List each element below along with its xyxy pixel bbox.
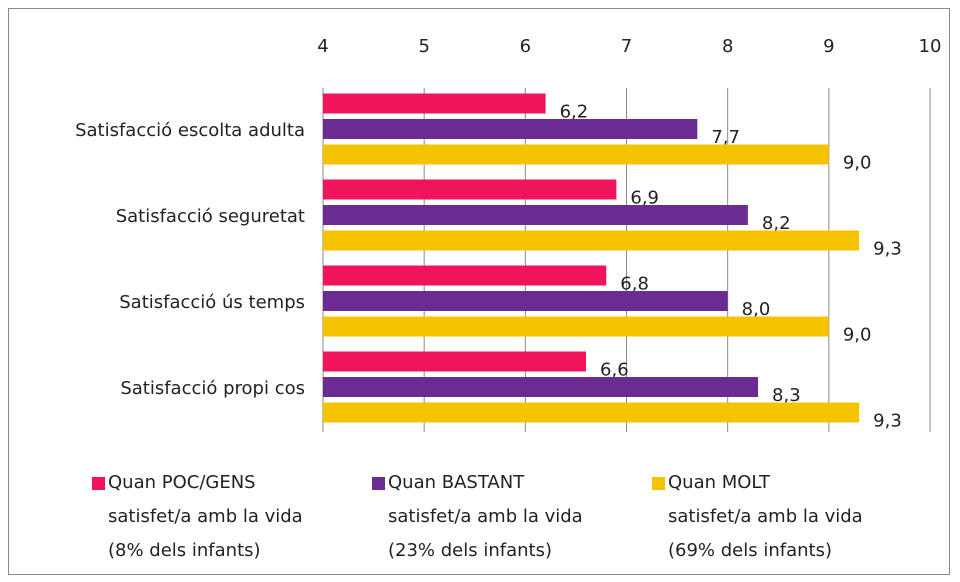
value-label: 9,0: [843, 153, 872, 174]
x-tick-label: 10: [919, 36, 942, 57]
bar: [323, 402, 860, 423]
bar: [323, 119, 698, 139]
x-tick-label: 5: [418, 36, 429, 57]
value-label: 8,2: [762, 213, 791, 234]
x-tick-label: 9: [823, 36, 834, 57]
bar: [323, 93, 546, 114]
value-label: 9,0: [843, 325, 872, 346]
legend-label: Quan MOLT satisfet/a amb la vida (69% de…: [668, 472, 863, 561]
y-tick-label: Satisfacció seguretat: [116, 206, 305, 227]
value-label: 6,2: [560, 102, 589, 123]
legend-swatch: [652, 477, 665, 490]
value-label: 7,7: [711, 127, 740, 148]
value-label: 8,3: [772, 385, 801, 406]
value-label: 9,3: [873, 411, 902, 432]
value-label: 6,9: [630, 188, 659, 209]
legend-label: Quan POC/GENS satisfet/a amb la vida (8%…: [108, 472, 303, 561]
legend-label: Quan BASTANT satisfet/a amb la vida (23%…: [388, 472, 583, 561]
bar: [323, 205, 748, 225]
y-tick-label: Satisfacció escolta adulta: [75, 120, 305, 141]
x-tick-label: 4: [317, 36, 328, 57]
bar: [323, 179, 617, 200]
value-label: 8,0: [742, 299, 771, 320]
bar: [323, 377, 759, 397]
x-tick-label: 7: [621, 36, 632, 57]
y-tick-label: Satisfacció ús temps: [119, 292, 305, 313]
bar: [323, 230, 860, 251]
bar: [323, 144, 829, 165]
bar: [323, 351, 587, 372]
legend-swatch: [372, 477, 385, 490]
value-label: 6,8: [620, 274, 649, 295]
y-tick-label: Satisfacció propi cos: [120, 378, 305, 399]
value-label: 9,3: [873, 239, 902, 260]
bar: [323, 265, 607, 286]
value-label: 6,6: [600, 360, 629, 381]
x-tick-label: 8: [722, 36, 733, 57]
legend-swatch: [92, 477, 105, 490]
bar: [323, 316, 829, 337]
x-tick-label: 6: [520, 36, 531, 57]
bar: [323, 291, 728, 311]
